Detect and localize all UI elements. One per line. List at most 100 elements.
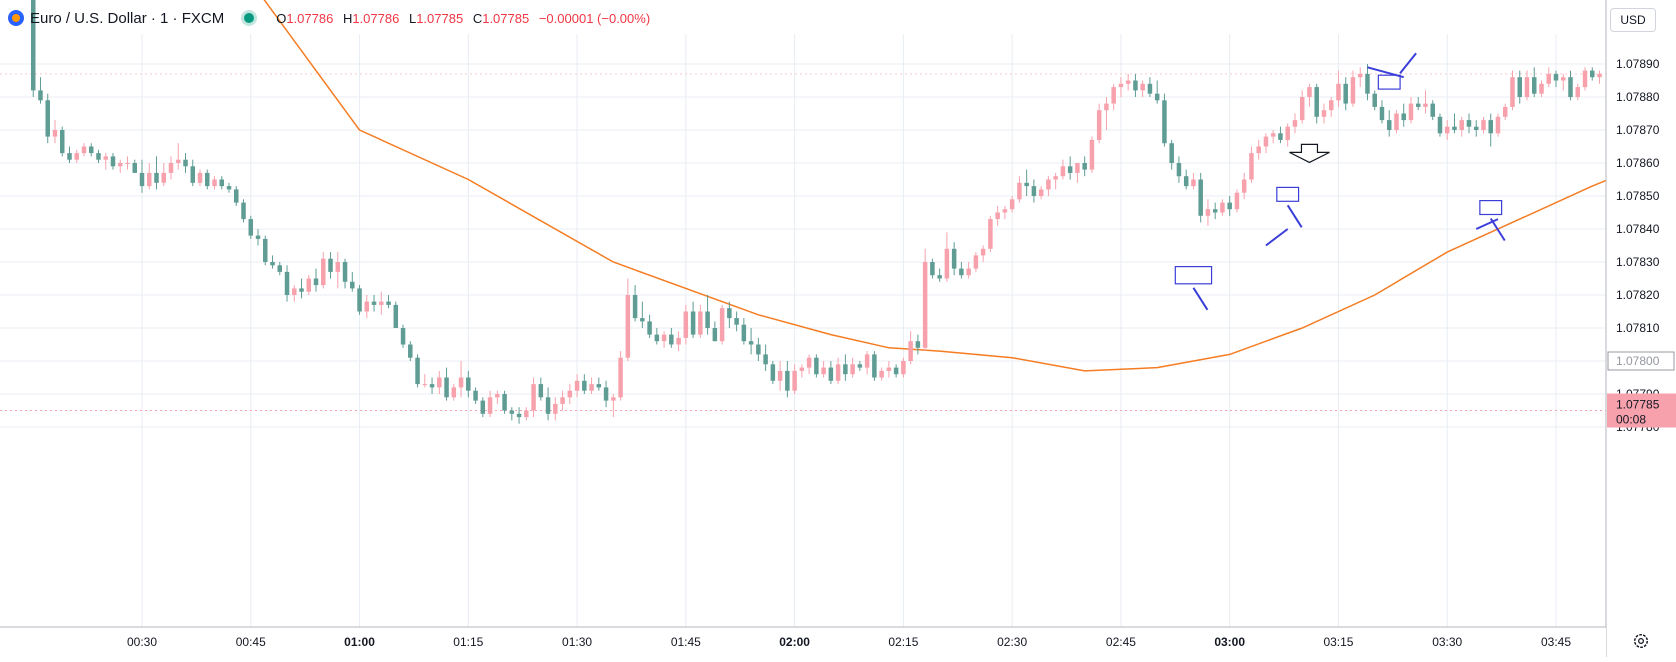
candle-body (1539, 83, 1544, 94)
candle-body (96, 153, 101, 160)
candle-body (1379, 106, 1385, 121)
candle-body (741, 324, 747, 342)
candle-body (1104, 103, 1109, 111)
time-tick-label: 03:00 (1214, 635, 1245, 649)
candle-body (1357, 73, 1363, 78)
candle-body (487, 397, 493, 414)
candle-body (1466, 120, 1472, 127)
arrow-down-icon (1289, 143, 1330, 164)
low-label: L (408, 10, 417, 26)
candle-body (248, 219, 254, 236)
annotation-tick (1192, 287, 1209, 311)
time-tick-label: 02:30 (997, 635, 1027, 649)
candle-body (234, 189, 239, 203)
candle-body (538, 384, 544, 398)
candle-body (1212, 209, 1218, 213)
candle-body (864, 354, 870, 368)
candle-body (1096, 110, 1102, 140)
candle-body (1133, 80, 1138, 91)
candle-body (408, 344, 413, 358)
candle-body (422, 384, 428, 386)
candle-body (872, 354, 877, 378)
candle-body (495, 394, 500, 398)
price-tick-label: 1.07840 (1616, 222, 1660, 236)
candle-body (1154, 93, 1160, 101)
candle-body (400, 328, 406, 345)
price-tick-label: 1.07870 (1616, 123, 1660, 137)
low-value: 1.07785 (416, 10, 464, 26)
price-tick-label: 1.07820 (1616, 288, 1660, 302)
crosshair-price-label: 1.07800 (1616, 354, 1660, 368)
candle-body (850, 364, 855, 375)
candle-body (1430, 103, 1435, 117)
candle-body (1191, 179, 1196, 187)
candle-body (197, 172, 203, 183)
high-value: 1.07786 (352, 10, 400, 26)
candle-body (1314, 87, 1319, 117)
candle-body (1176, 163, 1182, 177)
candle-body (277, 265, 283, 272)
candle-body (67, 153, 72, 160)
candle-body (1459, 120, 1464, 130)
candle-body (139, 172, 145, 187)
annotation-box (1276, 186, 1300, 202)
candle-body (386, 301, 391, 305)
candle-body (661, 334, 667, 342)
candle-body (1597, 73, 1602, 78)
candle-body (263, 238, 268, 262)
candle-body (1299, 97, 1305, 121)
candle-body (785, 370, 790, 391)
time-tick-label: 02:15 (888, 635, 918, 649)
ohlc-values: O1.07786 H1.07786 L1.07785 C1.07785 −0.0… (276, 11, 650, 26)
candle-body (1169, 143, 1174, 163)
candle-body (328, 258, 333, 272)
annotation-box (1377, 74, 1401, 90)
gear-icon[interactable] (1632, 632, 1650, 650)
candle-body (922, 262, 928, 348)
candle-body (125, 163, 130, 164)
annotation-box (1479, 200, 1503, 216)
open-value: 1.07786 (286, 10, 334, 26)
candle-body (1415, 103, 1421, 107)
candle-body (944, 248, 950, 279)
candle-body (81, 146, 87, 154)
candle-body (1038, 189, 1044, 196)
candle-body (683, 311, 689, 338)
candle-body (1082, 163, 1087, 170)
candle-body (458, 377, 464, 388)
candle-body (415, 357, 420, 385)
candle-body (342, 262, 348, 282)
candle-body (480, 400, 486, 414)
candle-body (451, 387, 457, 398)
candle-body (509, 410, 515, 414)
annotation-tick (1286, 204, 1303, 228)
time-tick-label: 00:45 (236, 635, 266, 649)
candle-body (814, 357, 819, 375)
candle-body (640, 318, 645, 322)
price-tick-label: 1.07830 (1616, 255, 1660, 269)
candle-body (524, 410, 529, 418)
candle-body (879, 370, 884, 378)
candle-body (371, 301, 377, 305)
candle-body (988, 219, 993, 249)
candle-body (30, 0, 36, 91)
candle-body (1278, 133, 1283, 140)
candle-body (553, 403, 558, 414)
grid (0, 34, 1606, 627)
candle-body (1256, 146, 1261, 154)
candle-body (1024, 182, 1029, 187)
candle-body (705, 311, 710, 328)
candle-body (59, 130, 65, 154)
candle-body (299, 288, 304, 292)
candle-body (893, 367, 899, 375)
candle-body (1321, 110, 1327, 117)
time-tick-label: 03:45 (1541, 635, 1571, 649)
time-axis (0, 627, 1606, 657)
candle-body (1590, 70, 1595, 78)
symbol-title[interactable]: Euro / U.S. Dollar · 1 · FXCM (30, 9, 225, 27)
candle-body (1452, 126, 1457, 130)
currency-selector[interactable]: USD (1610, 8, 1656, 32)
